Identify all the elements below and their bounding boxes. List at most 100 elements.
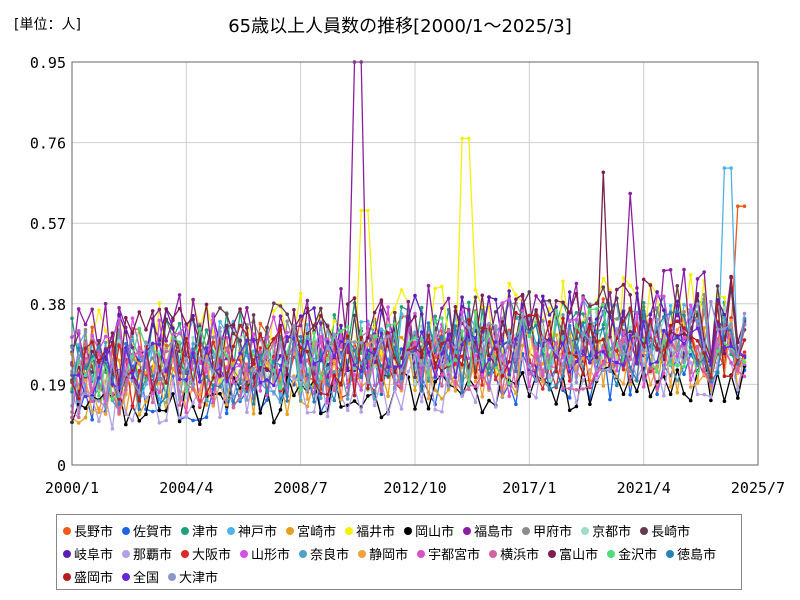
data-point [258,346,263,350]
legend-marker [63,549,71,558]
data-point [453,379,458,384]
data-point [628,393,632,397]
data-point [594,330,599,334]
data-point [150,347,155,352]
data-point [278,386,283,391]
data-point [608,358,612,363]
data-point [581,321,585,325]
data-point [204,369,209,374]
data-point [386,394,390,399]
data-point [695,302,700,306]
data-point [298,323,303,328]
data-point [413,382,417,386]
data-point [319,321,323,326]
data-point [446,332,451,337]
data-point [393,306,397,311]
data-point [655,370,659,374]
data-point [635,286,639,290]
data-point [399,335,404,340]
data-point [588,361,592,365]
data-point [298,388,303,392]
data-point [245,338,249,343]
data-point [238,307,242,311]
data-point [305,306,310,311]
data-point [628,351,632,356]
data-point [137,347,142,352]
data-point [561,300,565,305]
data-point [621,276,626,280]
data-point [258,321,263,326]
data-point [628,326,632,330]
data-point [635,312,639,316]
legend-item: 佐賀市 [122,519,172,542]
data-point [567,290,572,294]
data-point [278,304,283,308]
legend-label: 神戸市 [238,525,278,540]
data-point [137,413,142,417]
data-point [621,363,626,368]
data-point [305,334,310,339]
data-point [184,389,189,393]
data-point [345,334,350,339]
legend-item: 岡山市 [404,519,454,542]
y-tick-label: 0.19 [30,376,66,394]
data-point [325,392,330,397]
legend-item: 静岡市 [358,542,408,565]
data-point [426,373,431,377]
data-point [386,305,390,309]
data-point [641,319,646,324]
data-point [561,316,565,321]
data-point [231,358,236,363]
legend-label: 福井市 [356,525,396,540]
data-point [527,388,532,393]
data-point [715,370,720,375]
data-point [635,379,639,383]
data-point [258,350,263,355]
data-point [130,338,135,342]
data-point [514,354,518,359]
data-point [675,313,680,318]
data-point [265,325,269,330]
data-point [258,332,263,336]
data-point [352,363,357,367]
data-point [90,325,94,330]
data-point [581,372,585,377]
data-point [588,307,592,312]
data-point [453,305,458,309]
data-point [527,394,532,399]
data-point [561,330,565,334]
data-point [648,351,653,355]
legend-marker [345,526,354,535]
data-point [655,386,659,391]
data-point [460,329,464,333]
data-point [433,374,438,379]
data-point [399,288,404,292]
data-point [601,170,606,175]
data-point [305,331,310,336]
data-point [359,326,364,331]
data-point [272,390,276,394]
data-point [285,319,290,324]
data-point [171,366,175,371]
data-point [736,355,740,360]
data-point [393,356,397,360]
data-point [325,346,330,351]
data-point [150,374,155,378]
data-point [191,317,195,322]
data-point [547,378,552,383]
data-point [480,326,485,331]
data-point [487,358,491,362]
legend-item: 大津市 [168,565,218,588]
data-point [325,357,330,362]
legend-item: 京都市 [581,519,631,542]
legend-label: 全国 [133,571,160,586]
data-point [467,136,471,141]
data-point [729,360,733,365]
data-point [641,301,646,305]
data-point [675,378,680,383]
data-point [567,386,572,391]
data-point [258,373,263,378]
data-point [359,361,364,365]
data-point [574,317,579,322]
data-point [231,380,236,385]
